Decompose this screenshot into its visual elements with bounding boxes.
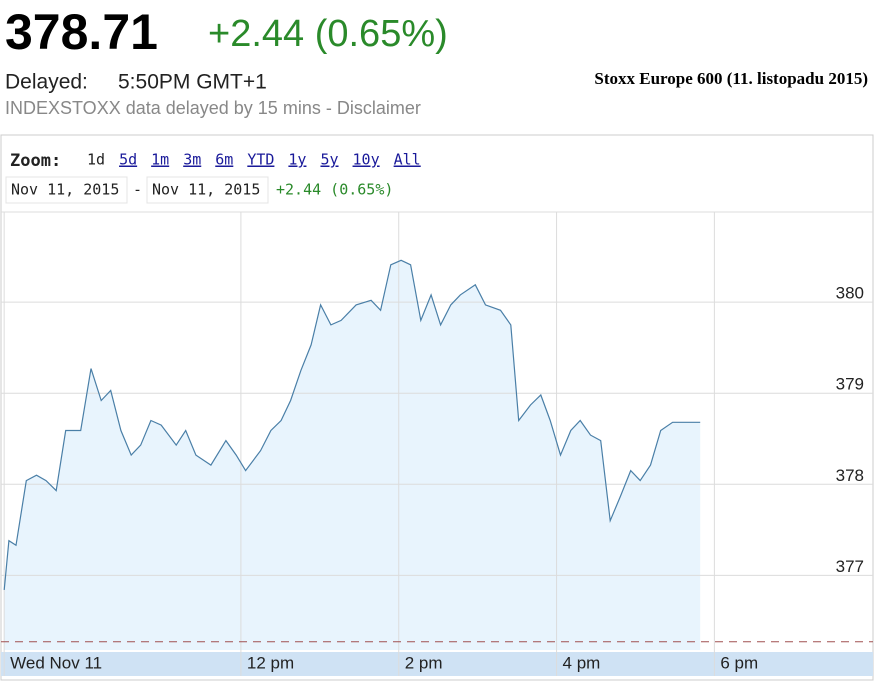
to-date: Nov 11, 2015	[152, 181, 260, 199]
zoom-option[interactable]: 6m	[215, 151, 233, 169]
x-tick-label: 2 pm	[405, 653, 443, 672]
plot: 377 378 379 380 Wed Nov 11 12 pm 2 pm 4 pm 6 pm	[1, 212, 873, 676]
range-change: +2.44 (0.65%)	[276, 181, 393, 199]
x-tick-label: Wed Nov 11	[10, 653, 102, 672]
x-tick-label: 6 pm	[720, 653, 758, 672]
zoom-option[interactable]: 1y	[288, 151, 306, 169]
zoom-option[interactable]: 5y	[320, 151, 338, 169]
x-tick-label: 12 pm	[247, 653, 294, 672]
zoom-option[interactable]: All	[394, 151, 421, 169]
delayed-label: Delayed:	[5, 71, 88, 94]
separator: -	[133, 181, 142, 199]
from-box[interactable]	[5, 176, 128, 204]
price: 378.71	[5, 4, 158, 60]
price-line	[3, 259, 701, 590]
y-tick-label: 377	[836, 557, 864, 576]
zoom-option[interactable]: YTD	[247, 151, 274, 169]
zoom-option[interactable]: 5d	[119, 151, 137, 169]
y-tick-label: 380	[836, 284, 864, 303]
zoom-option[interactable]: 10y	[353, 151, 380, 169]
zoom-option[interactable]: 1d	[87, 151, 105, 169]
time: 5:50PM GMT+1	[118, 71, 267, 94]
disclaimer: INDEXSTOXX data delayed by 15 mins - Dis…	[5, 98, 421, 118]
zoom-option[interactable]: 1m	[151, 151, 169, 169]
y-tick-label: 379	[836, 375, 864, 394]
x-axis-band	[1, 652, 873, 676]
area	[4, 260, 701, 650]
change: +2.44 (0.65%)	[208, 13, 448, 55]
x-tick-label: 4 pm	[563, 653, 601, 672]
zoom-label: Zoom:	[10, 151, 61, 171]
to-box[interactable]	[146, 176, 269, 204]
chart-title: Stoxx Europe 600 (11. listopadu 2015)	[594, 69, 868, 88]
zoom-options: 1d 5d 1m 3m 6m YTD 1y 5y 10y All	[87, 151, 421, 169]
from-date: Nov 11, 2015	[11, 181, 119, 199]
y-tick-label: 378	[836, 466, 864, 485]
zoom-option[interactable]: 3m	[183, 151, 201, 169]
